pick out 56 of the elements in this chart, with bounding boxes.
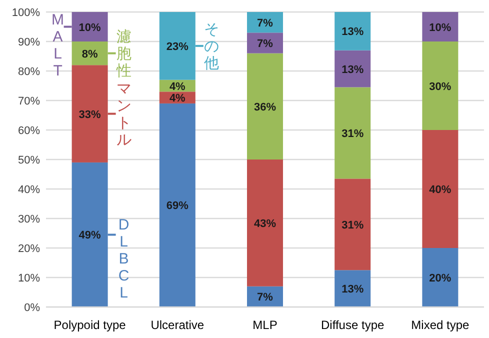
bar xyxy=(334,87,371,179)
y-tick-label: 80% xyxy=(18,66,40,78)
data-label: 13% xyxy=(342,26,364,38)
data-label: 10% xyxy=(429,22,452,34)
data-label: 49% xyxy=(78,230,102,242)
data-label: 30% xyxy=(429,80,452,93)
data-label: 23% xyxy=(166,40,189,53)
y-tick-label: 0% xyxy=(24,302,40,314)
y-tick-label: 70% xyxy=(18,96,40,108)
legend-label: DLBCL xyxy=(118,216,130,302)
data-label: 13% xyxy=(342,64,364,76)
data-label: 10% xyxy=(78,22,102,34)
data-label: 33% xyxy=(78,108,102,121)
legend-label: マントル xyxy=(116,80,132,148)
bar xyxy=(334,270,371,307)
data-label: 40% xyxy=(429,184,452,196)
data-label: 7% xyxy=(257,38,274,50)
bar xyxy=(247,160,283,286)
data-label: 7% xyxy=(257,17,274,30)
bar xyxy=(334,12,371,50)
x-tick-label: Mixed type xyxy=(411,318,470,332)
y-tick-label: 30% xyxy=(18,214,40,226)
y-tick-label: 60% xyxy=(18,125,40,137)
bar xyxy=(334,178,371,270)
data-label: 69% xyxy=(166,200,189,212)
y-tick-label: 40% xyxy=(18,184,40,196)
data-label: 31% xyxy=(342,219,364,232)
y-tick-label: 50% xyxy=(18,154,40,166)
x-tick-label: Polypoid type xyxy=(54,318,126,332)
bar xyxy=(247,53,283,160)
bar xyxy=(159,103,196,307)
data-label: 36% xyxy=(254,101,276,114)
bar xyxy=(422,42,458,130)
bar xyxy=(247,32,283,54)
data-label: 43% xyxy=(254,218,276,230)
legend-label: 濾胞性 xyxy=(115,28,132,80)
bar xyxy=(422,12,458,42)
bar xyxy=(422,248,458,307)
data-label: 13% xyxy=(342,284,364,296)
data-label: 7% xyxy=(257,292,274,304)
series-label: MALT xyxy=(52,12,64,80)
y-tick-label: 10% xyxy=(18,272,40,284)
bar xyxy=(334,50,371,88)
bar xyxy=(422,130,458,248)
x-tick-label: Diffuse type xyxy=(321,318,384,332)
data-label: 4% xyxy=(169,80,186,93)
y-tick-label: 100% xyxy=(12,7,40,19)
data-label: 20% xyxy=(429,272,452,284)
y-tick-label: 20% xyxy=(18,243,40,255)
data-label: 4% xyxy=(169,92,186,105)
x-tick-label: MLP xyxy=(252,318,278,332)
legend-label: その他 xyxy=(204,20,219,72)
data-label: 8% xyxy=(82,48,98,60)
x-tick-label: Ulcerative xyxy=(150,318,204,332)
data-label: 31% xyxy=(342,128,364,140)
y-tick-label: 90% xyxy=(18,36,40,48)
